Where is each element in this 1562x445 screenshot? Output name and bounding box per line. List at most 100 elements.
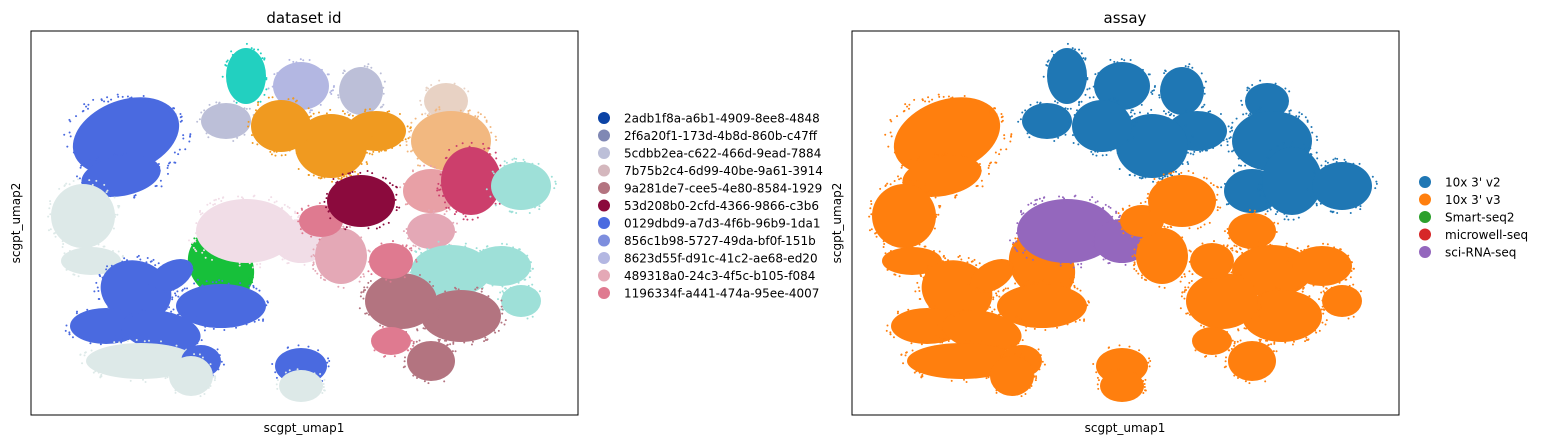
scatter-point bbox=[1212, 146, 1215, 149]
scatter-point bbox=[1296, 247, 1299, 250]
scatter-point bbox=[342, 225, 345, 228]
scatter-point bbox=[129, 379, 132, 382]
scatter-point bbox=[533, 206, 536, 209]
scatter-point bbox=[332, 178, 335, 181]
scatter-point bbox=[879, 187, 882, 190]
scatter-point bbox=[902, 362, 905, 365]
scatter-point bbox=[1115, 100, 1118, 103]
scatter-point bbox=[896, 115, 899, 118]
scatter-point bbox=[1262, 194, 1265, 197]
scatter-point bbox=[1141, 68, 1144, 71]
scatter-point bbox=[1243, 327, 1246, 330]
scatter-point bbox=[196, 278, 199, 281]
scatter-point bbox=[1022, 356, 1025, 359]
legend-label: 5cdbb2ea-c622-466d-9ead-7884 bbox=[624, 147, 821, 161]
scatter-point bbox=[1092, 363, 1095, 366]
scatter-point bbox=[1096, 150, 1099, 153]
scatter-point bbox=[1359, 290, 1362, 293]
scatter-point bbox=[917, 286, 920, 289]
cluster-blob bbox=[907, 343, 1017, 379]
scatter-point bbox=[410, 121, 413, 124]
scatter-point bbox=[1285, 215, 1288, 218]
scatter-point bbox=[316, 272, 319, 275]
scatter-point bbox=[457, 288, 460, 291]
scatter-point bbox=[1019, 118, 1022, 121]
scatter-point bbox=[271, 240, 274, 243]
scatter-point bbox=[148, 100, 151, 103]
scatter-point bbox=[446, 343, 449, 346]
legend-label: 856c1b98-5727-49da-bf0f-151b bbox=[624, 234, 816, 248]
scatter-point bbox=[1235, 250, 1238, 253]
scatter-point bbox=[418, 274, 421, 277]
scatter-point bbox=[297, 216, 300, 219]
scatter-point bbox=[975, 185, 978, 188]
scatter-point bbox=[882, 245, 885, 248]
scatter-point bbox=[1088, 87, 1091, 90]
legend-label: 8623d55f-d91c-41c2-ae68-ed20 bbox=[624, 252, 818, 266]
scatter-point bbox=[1190, 279, 1193, 282]
scatter-point bbox=[1324, 160, 1327, 163]
scatter-point bbox=[553, 187, 556, 190]
scatter-point bbox=[253, 48, 256, 51]
scatter-point bbox=[220, 360, 223, 363]
scatter-point bbox=[1315, 331, 1318, 334]
scatter-point bbox=[126, 95, 129, 98]
scatter-point bbox=[1010, 254, 1013, 257]
scatter-point bbox=[1014, 282, 1017, 285]
scatter-point bbox=[1033, 327, 1036, 330]
scatter-point bbox=[1326, 243, 1329, 246]
scatter-point bbox=[884, 133, 887, 136]
scatter-point bbox=[1283, 212, 1286, 215]
scatter-point bbox=[1009, 239, 1012, 242]
cluster-blob bbox=[1094, 62, 1150, 110]
scatter-point bbox=[133, 196, 136, 199]
scatter-point bbox=[1109, 206, 1112, 209]
scatter-point bbox=[319, 276, 322, 279]
legend-item: Smart-seq2 bbox=[1419, 211, 1515, 225]
scatter-point bbox=[1164, 112, 1167, 115]
scatter-point bbox=[164, 104, 167, 107]
legend-label: 53d208b0-2cfd-4366-9866-c3b6 bbox=[624, 199, 819, 213]
scatter-point bbox=[1061, 196, 1064, 199]
scatter-point bbox=[1250, 165, 1253, 168]
scatter-point bbox=[537, 162, 540, 165]
scatter-point bbox=[318, 202, 321, 205]
scatter-point bbox=[1320, 308, 1323, 311]
scatter-point bbox=[212, 203, 215, 206]
scatter-point bbox=[322, 382, 325, 385]
scatter-point bbox=[1325, 287, 1328, 290]
scatter-point bbox=[1116, 152, 1119, 155]
scatter-point bbox=[1139, 202, 1142, 205]
scatter-point bbox=[1032, 258, 1035, 261]
scatter-point bbox=[1310, 195, 1313, 198]
scatter-point bbox=[412, 374, 415, 377]
scatter-point bbox=[92, 371, 95, 374]
scatter-point bbox=[1164, 70, 1167, 73]
cluster-blob bbox=[441, 147, 501, 215]
scatter-point bbox=[1059, 261, 1062, 264]
scatter-point bbox=[550, 175, 553, 178]
scatter-point bbox=[71, 336, 74, 339]
scatter-point bbox=[54, 235, 57, 238]
scatter-point bbox=[1371, 175, 1374, 178]
legend-label: microwell-seq bbox=[1445, 228, 1528, 242]
scatter-point bbox=[399, 144, 402, 147]
scatter-point bbox=[1003, 311, 1006, 314]
scatter-point bbox=[1111, 215, 1114, 218]
scatter-point bbox=[322, 385, 325, 388]
scatter-point bbox=[455, 144, 458, 147]
scatter-point bbox=[65, 268, 68, 271]
scatter-point bbox=[123, 257, 126, 260]
scatter-point bbox=[1011, 344, 1014, 347]
scatter-point bbox=[411, 149, 414, 152]
scatter-point bbox=[238, 264, 241, 267]
cluster-blob bbox=[149, 258, 193, 294]
scatter-point bbox=[920, 343, 923, 346]
scatter-point bbox=[68, 331, 71, 334]
scatter-point bbox=[363, 65, 366, 68]
scatter-point bbox=[311, 120, 314, 123]
scatter-point bbox=[363, 124, 366, 127]
scatter-point bbox=[1225, 203, 1228, 206]
scatter-point bbox=[68, 131, 71, 134]
scatter-point bbox=[1069, 107, 1072, 110]
